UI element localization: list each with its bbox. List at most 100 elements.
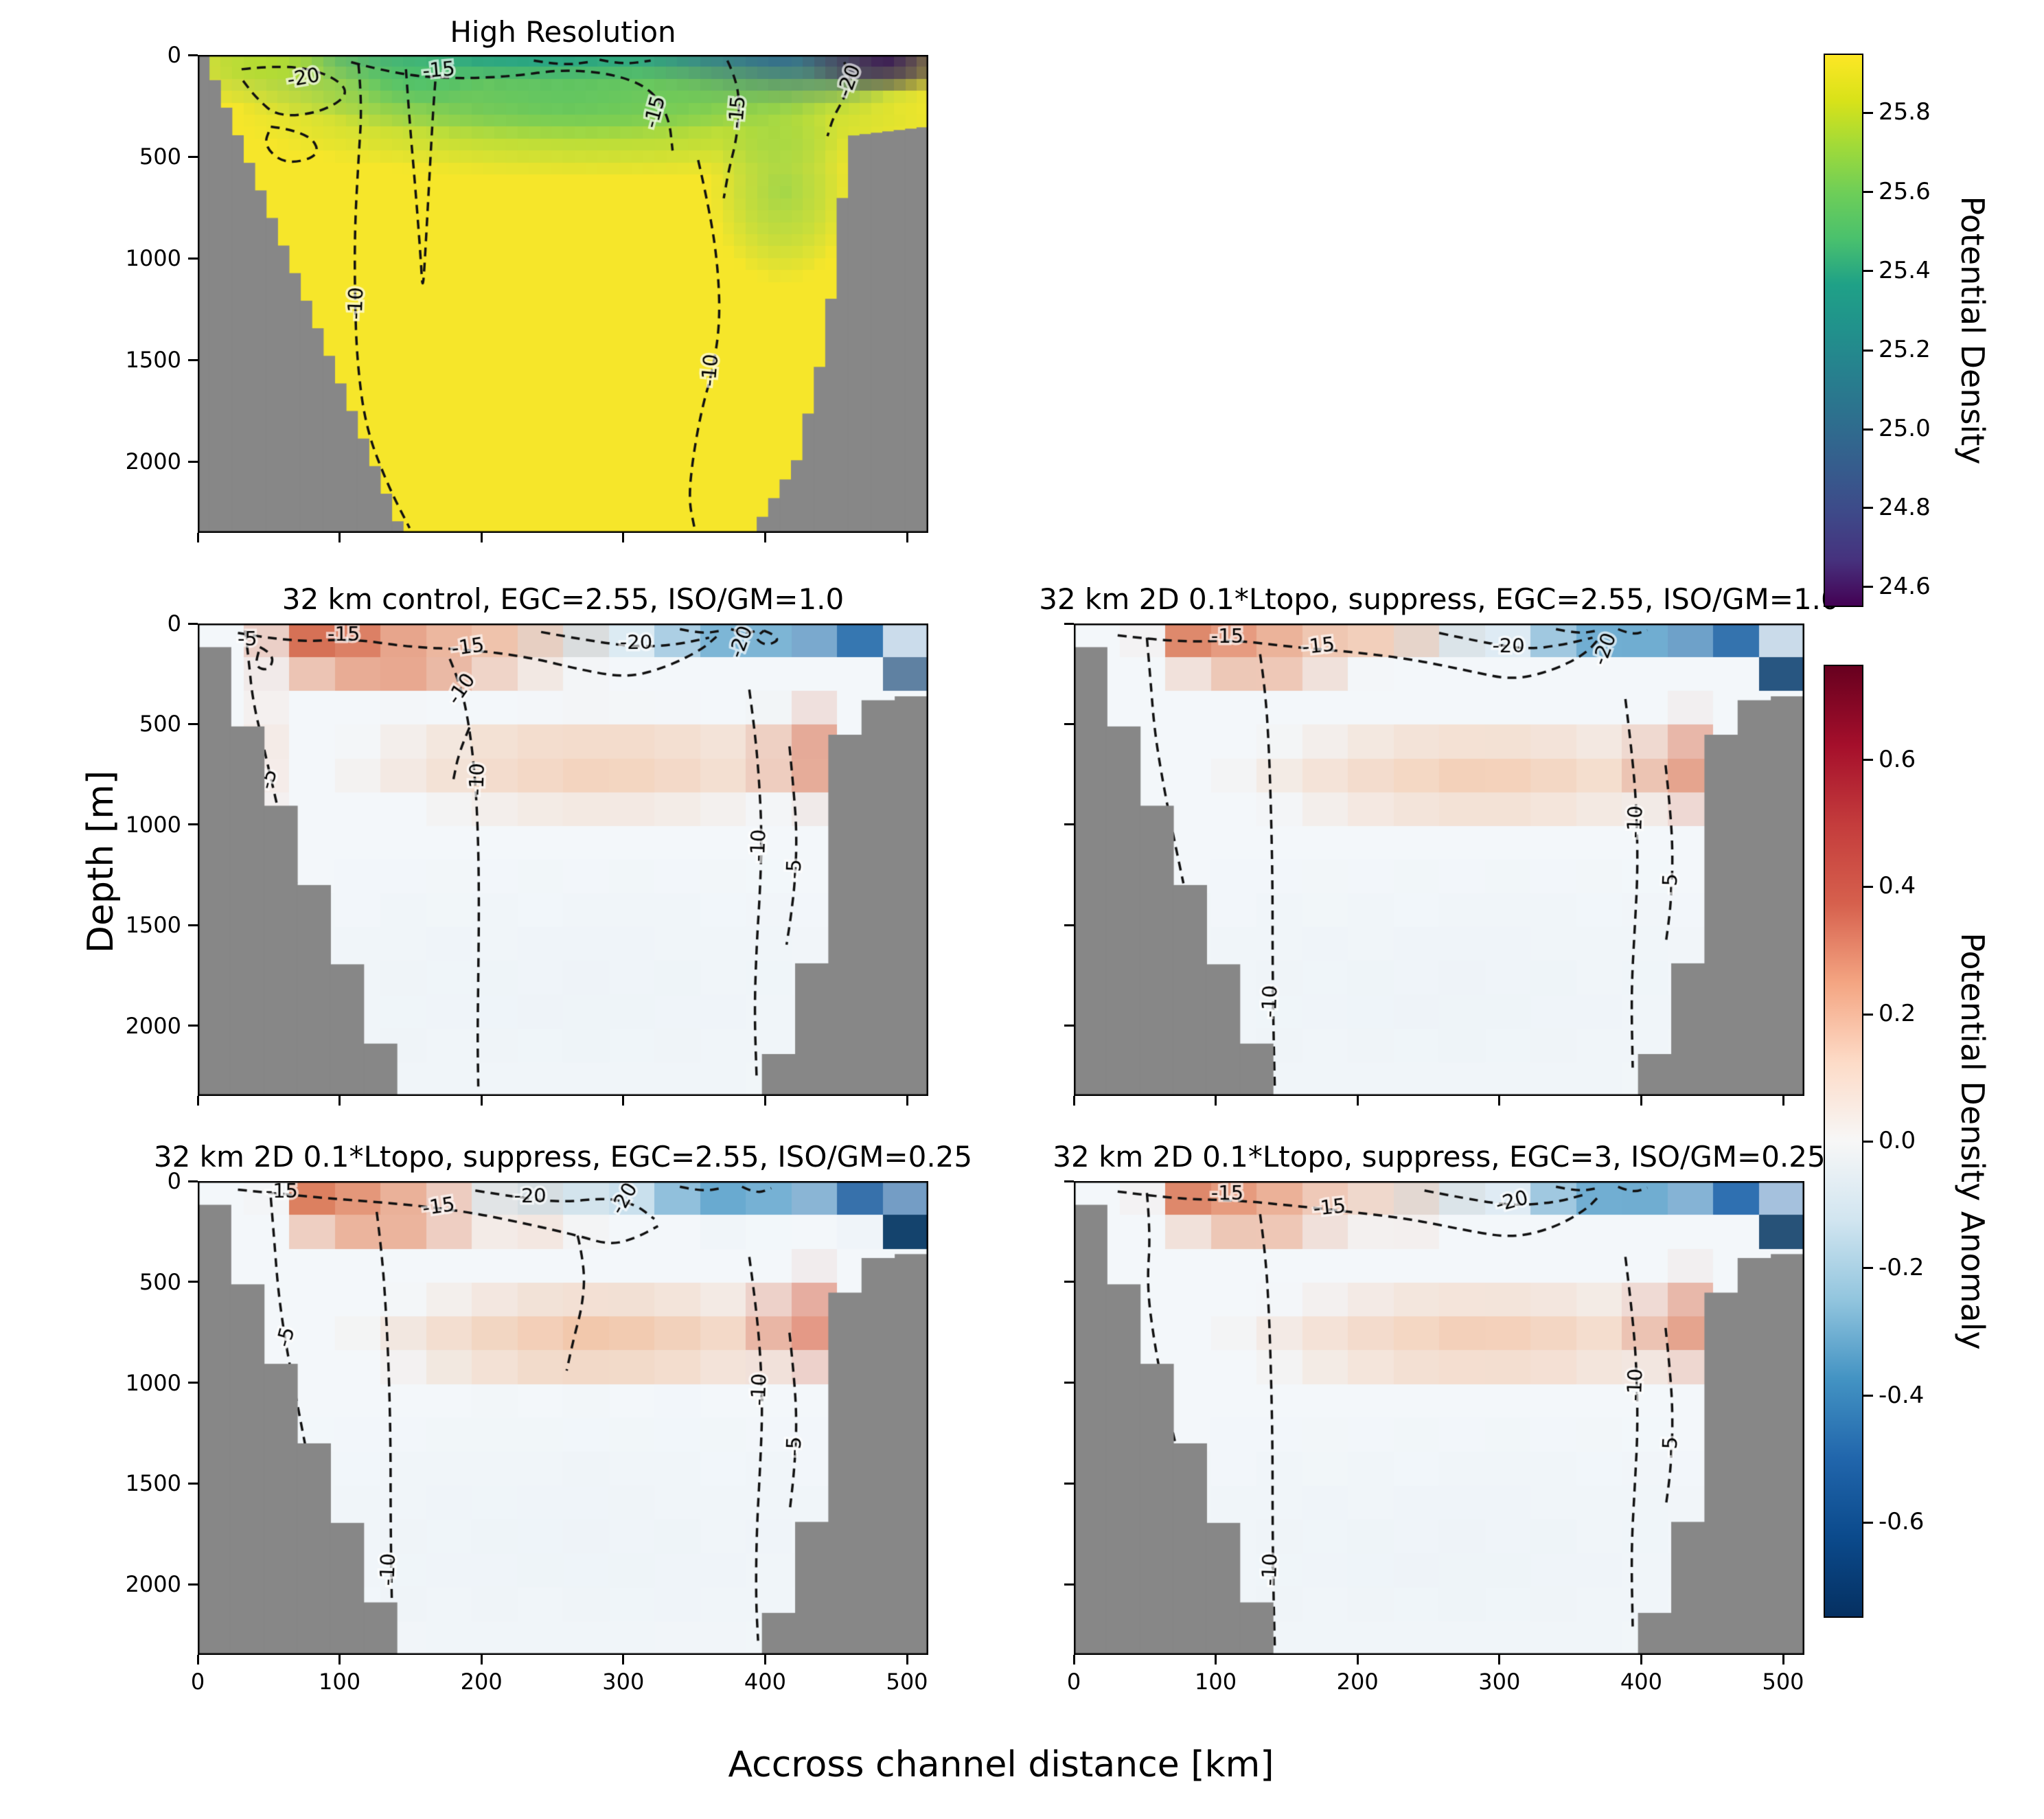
x-tick-mark: [480, 1655, 483, 1664]
y-tick-label: 1500: [125, 347, 181, 374]
colorbar-tick-label: -0.4: [1879, 1381, 1925, 1409]
x-tick-mark: [622, 533, 625, 542]
y-tick-mark: [188, 54, 198, 56]
x-tick-mark: [1498, 1096, 1501, 1106]
colorbar-tick-label: 24.6: [1879, 572, 1931, 600]
colorbar-tick-label: 25.0: [1879, 415, 1931, 443]
y-tick-mark: [188, 622, 198, 625]
y-tick-label: 1500: [125, 912, 181, 939]
y-tick-label: 0: [167, 42, 181, 68]
y-tick-mark: [1064, 1482, 1074, 1485]
x-tick-label: 0: [1066, 1669, 1081, 1695]
y-tick-mark: [188, 460, 198, 463]
x-tick-mark: [1215, 1655, 1217, 1664]
y-tick-mark: [188, 257, 198, 260]
colorbar-tick-label: 0.2: [1879, 1000, 1916, 1028]
x-tick-mark: [196, 1096, 199, 1106]
x-tick-mark: [1782, 1096, 1784, 1106]
x-tick-mark: [1356, 1655, 1359, 1664]
x-tick-label: 500: [1762, 1669, 1804, 1695]
colorbar-tick-label: -0.6: [1879, 1508, 1925, 1536]
x-tick-mark: [906, 1655, 908, 1664]
colorbar-tick-mark: [1863, 111, 1873, 114]
x-tick-mark: [763, 1655, 766, 1664]
x-tick-mark: [1072, 1655, 1075, 1664]
y-tick-mark: [1064, 722, 1074, 725]
x-tick-label: 400: [744, 1669, 786, 1695]
y-tick-mark: [188, 1583, 198, 1586]
y-tick-label: 1000: [125, 1369, 181, 1396]
x-tick-mark: [338, 1655, 341, 1664]
y-tick-mark: [1064, 1025, 1074, 1027]
x-tick-mark: [1640, 1096, 1642, 1106]
x-tick-mark: [1215, 1096, 1217, 1106]
panel-title-32km-2d-suppress-egc3: 32 km 2D 0.1*Ltopo, suppress, EGC=3, ISO…: [1053, 1140, 1826, 1174]
colorbar-tick-mark: [1863, 1013, 1873, 1016]
x-tick-mark: [906, 533, 908, 542]
y-tick-label: 0: [167, 1168, 181, 1194]
x-tick-mark: [1640, 1655, 1642, 1664]
colorbar-potential-density-anomaly: [1824, 665, 1863, 1618]
y-tick-mark: [1064, 924, 1074, 926]
colorbar-tick-mark: [1863, 428, 1873, 431]
y-tick-mark: [188, 1382, 198, 1384]
y-tick-label: 0: [167, 610, 181, 637]
colorbar-tick-label: 0.6: [1879, 745, 1916, 773]
colorbar-tick-label: 0.0: [1879, 1127, 1916, 1154]
x-tick-label: 200: [1336, 1669, 1379, 1695]
colorbar-tick-mark: [1863, 1395, 1873, 1397]
y-tick-label: 1000: [125, 245, 181, 272]
y-tick-label: 2000: [125, 448, 181, 475]
x-tick-label: 100: [1195, 1669, 1237, 1695]
x-tick-label: 400: [1620, 1669, 1662, 1695]
colorbar-tick-label: 25.6: [1879, 177, 1931, 205]
32km-2d-suppress-heatmap: [1074, 624, 1804, 1096]
panel-32km-2d-suppress: [1074, 624, 1804, 1096]
y-tick-mark: [188, 1180, 198, 1182]
32km-2d-suppress-isogm025-heatmap: [198, 1181, 928, 1655]
y-tick-label: 500: [139, 711, 181, 737]
x-tick-mark: [763, 1096, 766, 1106]
colorbar-tick-mark: [1863, 1140, 1873, 1143]
y-tick-mark: [188, 1281, 198, 1283]
y-tick-mark: [188, 924, 198, 926]
colorbar-potential-density-label: Potential Density: [1954, 196, 1991, 465]
x-tick-mark: [338, 533, 341, 542]
x-tick-label: 200: [460, 1669, 503, 1695]
x-tick-mark: [1356, 1096, 1359, 1106]
x-tick-mark: [1072, 1096, 1075, 1106]
colorbar-tick-mark: [1863, 759, 1873, 762]
x-tick-mark: [1782, 1655, 1784, 1664]
colorbar-tick-label: 25.2: [1879, 336, 1931, 364]
x-tick-mark: [906, 1096, 908, 1106]
colorbar-tick-mark: [1863, 191, 1873, 193]
y-tick-mark: [188, 722, 198, 725]
y-tick-mark: [1064, 622, 1074, 625]
colorbar-potential-density-anomaly-label: Potential Density Anomaly: [1954, 933, 1991, 1350]
colorbar-tick-mark: [1863, 349, 1873, 352]
y-tick-label: 1500: [125, 1470, 181, 1497]
colorbar-tick-label: 0.4: [1879, 872, 1916, 900]
panel-title-32km-2d-suppress: 32 km 2D 0.1*Ltopo, suppress, EGC=2.55, …: [1039, 582, 1839, 616]
colorbar-tick-label: 24.8: [1879, 493, 1931, 521]
x-tick-mark: [763, 533, 766, 542]
32km-control-heatmap: [198, 624, 928, 1096]
colorbar-tick-mark: [1863, 1267, 1873, 1270]
y-tick-mark: [1064, 823, 1074, 826]
colorbar-tick-label: -0.2: [1879, 1253, 1925, 1281]
colorbar-tick-mark: [1863, 1521, 1873, 1524]
x-axis-label: Accross channel distance [km]: [728, 1744, 1274, 1785]
panel-title-high-resolution: High Resolution: [450, 15, 676, 49]
x-tick-label: 300: [602, 1669, 645, 1695]
x-tick-mark: [196, 533, 199, 542]
colorbar-tick-label: 25.4: [1879, 256, 1931, 284]
x-tick-label: 300: [1478, 1669, 1521, 1695]
y-tick-label: 500: [139, 144, 181, 170]
panel-32km-2d-suppress-isogm025: [198, 1181, 928, 1655]
panel-title-32km-control: 32 km control, EGC=2.55, ISO/GM=1.0: [282, 582, 845, 616]
colorbar-tick-mark: [1863, 270, 1873, 273]
panel-32km-2d-suppress-egc3: [1074, 1181, 1804, 1655]
y-tick-mark: [1064, 1583, 1074, 1586]
y-tick-mark: [188, 823, 198, 826]
x-tick-label: 0: [190, 1669, 205, 1695]
